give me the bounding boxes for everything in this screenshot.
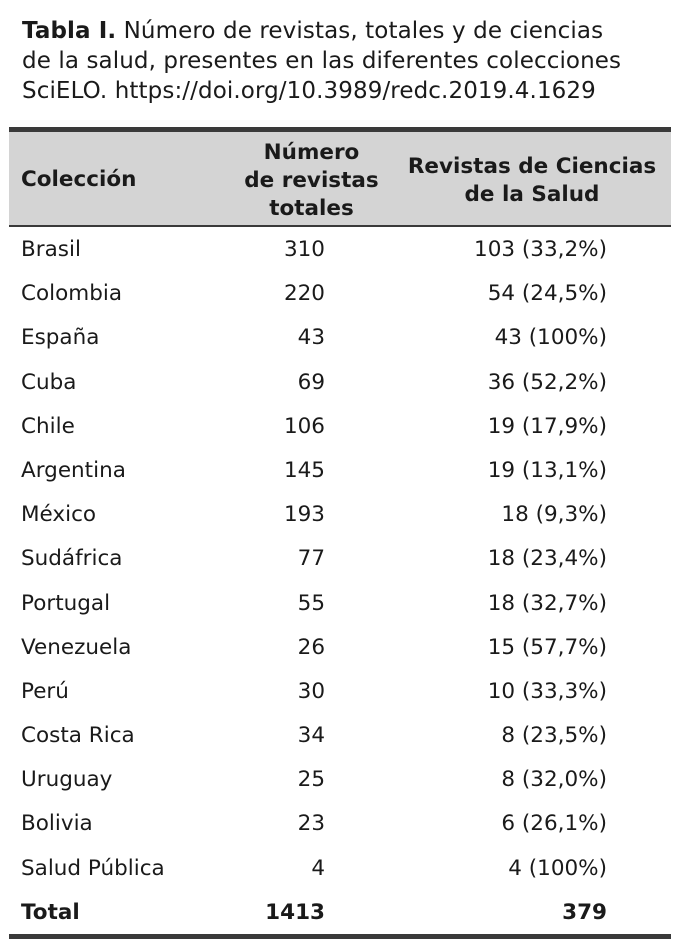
cell-total: 4 bbox=[311, 855, 325, 881]
cell-salud: 19 (17,9%) bbox=[487, 413, 607, 439]
table-row: Portugal 55 18 (32,7%) bbox=[9, 585, 671, 629]
cell-total: 25 bbox=[297, 767, 325, 793]
journals-table: Colección Número de revistas totales Rev… bbox=[9, 127, 671, 939]
cell-coleccion: Bolivia bbox=[21, 811, 93, 837]
cell-total: 106 bbox=[283, 413, 325, 439]
table-row: México 193 18 (9,3%) bbox=[9, 496, 671, 540]
cell-coleccion: Perú bbox=[21, 678, 69, 704]
cell-total: 145 bbox=[283, 457, 325, 483]
cell-total: 220 bbox=[283, 281, 325, 307]
cell-coleccion: México bbox=[21, 502, 97, 528]
table-row: Salud Pública 4 4 (100%) bbox=[9, 850, 671, 894]
cell-total: 26 bbox=[297, 634, 325, 660]
cell-total: 23 bbox=[297, 811, 325, 837]
cell-coleccion: Costa Rica bbox=[21, 723, 135, 749]
cell-coleccion: Uruguay bbox=[21, 767, 113, 793]
cell-salud: 4 (100%) bbox=[508, 855, 607, 881]
table-header-rule bbox=[9, 225, 671, 227]
cell-coleccion: Cuba bbox=[21, 369, 77, 395]
cell-salud: 15 (57,7%) bbox=[487, 634, 607, 660]
cell-total: 34 bbox=[297, 723, 325, 749]
table-header: Colección Número de revistas totales Rev… bbox=[9, 132, 671, 225]
cell-coleccion: Brasil bbox=[21, 237, 81, 262]
cell-coleccion: Venezuela bbox=[21, 634, 132, 660]
cell-coleccion: Argentina bbox=[21, 457, 126, 483]
cell-salud: 6 (26,1%) bbox=[501, 811, 607, 837]
table-row: Uruguay 25 8 (32,0%) bbox=[9, 761, 671, 805]
cell-total-label: Total bbox=[21, 899, 80, 925]
table-row: Perú 30 10 (33,3%) bbox=[9, 673, 671, 717]
cell-salud: 19 (13,1%) bbox=[487, 457, 607, 483]
cell-salud: 18 (32,7%) bbox=[487, 590, 607, 616]
header-numero-revistas: Número de revistas totales bbox=[199, 139, 424, 223]
header-numero-line2: de revistas bbox=[244, 168, 379, 193]
cell-total: 43 bbox=[297, 325, 325, 351]
header-revistas-line1: Revistas de Ciencias bbox=[407, 154, 657, 179]
header-numero-line1: Número bbox=[263, 140, 360, 165]
cell-total-salud: 379 bbox=[562, 899, 607, 925]
table-row: Chile 106 19 (17,9%) bbox=[9, 408, 671, 452]
cell-salud: 43 (100%) bbox=[494, 325, 607, 351]
header-revistas-line2: de la Salud bbox=[464, 182, 600, 207]
table-total-row: Total 1413 379 bbox=[9, 894, 671, 938]
cell-salud: 8 (32,0%) bbox=[501, 767, 607, 793]
cell-total: 310 bbox=[283, 237, 325, 262]
table-top-rule bbox=[9, 127, 671, 132]
cell-coleccion: Chile bbox=[21, 413, 75, 439]
table-row: Cuba 69 36 (52,2%) bbox=[9, 364, 671, 408]
table-body: Brasil 310 103 (33,2%) Colombia 220 54 (24,5… bbox=[9, 227, 671, 938]
cell-salud: 18 (23,4%) bbox=[487, 546, 607, 572]
cell-coleccion: Sudáfrica bbox=[21, 546, 123, 572]
cell-total: 69 bbox=[297, 369, 325, 395]
table-row: Colombia 220 54 (24,5%) bbox=[9, 275, 671, 319]
cell-total: 55 bbox=[297, 590, 325, 616]
caption-text-line3: SciELO. https://doi.org/10.3989/redc.201… bbox=[22, 78, 596, 104]
header-numero-line3: totales bbox=[269, 196, 354, 221]
cell-coleccion: España bbox=[21, 325, 100, 351]
cell-salud: 103 (33,2%) bbox=[474, 237, 607, 262]
table-row: Sudáfrica 77 18 (23,4%) bbox=[9, 540, 671, 584]
cell-coleccion: Colombia bbox=[21, 281, 123, 307]
table-bottom-rule bbox=[9, 934, 671, 939]
table-row: Argentina 145 19 (13,1%) bbox=[9, 452, 671, 496]
header-coleccion: Colección bbox=[21, 167, 137, 192]
cell-total: 193 bbox=[283, 502, 325, 528]
table-caption: Tabla I. Número de revistas, totales y d… bbox=[22, 16, 662, 106]
cell-total: 30 bbox=[297, 678, 325, 704]
caption-text-line2: de la salud, presentes en las diferentes… bbox=[22, 48, 622, 74]
table-row: España 43 43 (100%) bbox=[9, 319, 671, 363]
cell-coleccion: Salud Pública bbox=[21, 855, 165, 881]
caption-text-line1: Número de revistas, totales y de ciencia… bbox=[116, 18, 604, 44]
header-revistas-salud: Revistas de Ciencias de la Salud bbox=[387, 153, 676, 209]
cell-salud: 8 (23,5%) bbox=[501, 723, 607, 749]
cell-salud: 10 (33,3%) bbox=[487, 678, 607, 704]
cell-total-revistas: 1413 bbox=[265, 899, 325, 925]
table-row: Venezuela 26 15 (57,7%) bbox=[9, 629, 671, 673]
cell-total: 77 bbox=[297, 546, 325, 572]
table-row: Brasil 310 103 (33,2%) bbox=[9, 231, 671, 275]
caption-label: Tabla I. bbox=[22, 18, 117, 44]
cell-coleccion: Portugal bbox=[21, 590, 111, 616]
cell-salud: 36 (52,2%) bbox=[487, 369, 607, 395]
cell-salud: 54 (24,5%) bbox=[487, 281, 607, 307]
table-row: Bolivia 23 6 (26,1%) bbox=[9, 805, 671, 849]
table-row: Costa Rica 34 8 (23,5%) bbox=[9, 717, 671, 761]
cell-salud: 18 (9,3%) bbox=[501, 502, 607, 528]
